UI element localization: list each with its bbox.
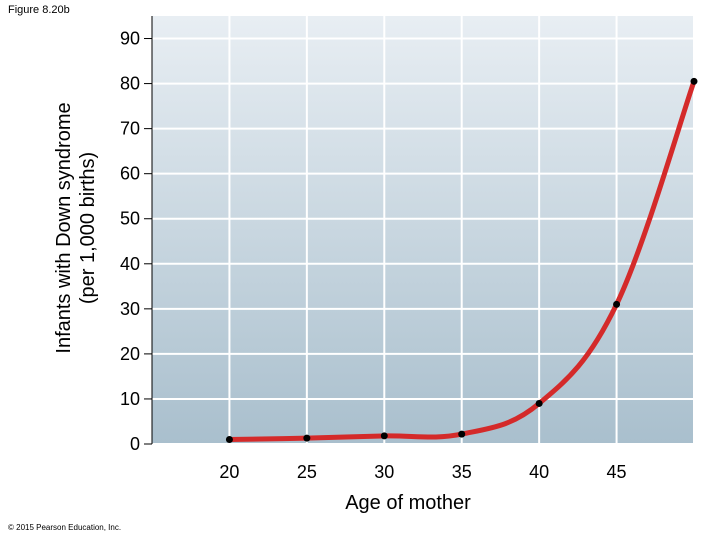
data-point-45 — [613, 300, 621, 308]
data-point-35 — [458, 430, 466, 438]
y-tick-label: 80 — [120, 74, 140, 94]
y-axis-ticks: 0 10 20 30 40 50 60 70 80 90 — [120, 29, 152, 454]
data-point-20 — [225, 435, 233, 443]
y-axis-title: Infants with Down syndrome (per 1,000 bi… — [53, 102, 99, 353]
y-tick-label: 30 — [120, 299, 140, 319]
y-tick-label: 20 — [120, 344, 140, 364]
y-tick-label: 40 — [120, 254, 140, 274]
y-tick-label: 90 — [120, 29, 140, 49]
x-tick-label: 25 — [297, 462, 317, 482]
data-point-50 — [690, 77, 698, 85]
data-points — [225, 77, 698, 443]
copyright-notice: © 2015 Pearson Education, Inc. — [8, 523, 122, 532]
data-point-40 — [535, 399, 543, 407]
y-axis-title-line-2: (per 1,000 births) — [77, 152, 99, 304]
gridlines — [152, 16, 695, 445]
data-point-30 — [380, 432, 388, 440]
x-tick-label: 30 — [374, 462, 394, 482]
x-tick-label: 20 — [219, 462, 239, 482]
x-tick-label: 40 — [529, 462, 549, 482]
x-axis-title: Age of mother — [345, 492, 471, 514]
data-point-25 — [303, 434, 311, 442]
y-tick-label: 50 — [120, 209, 140, 229]
y-tick-label: 60 — [120, 164, 140, 184]
figure-label: Figure 8.20b — [8, 4, 70, 16]
y-tick-label: 70 — [120, 119, 140, 139]
plot-area — [152, 16, 694, 444]
y-axis-title-line-1: Infants with Down syndrome — [53, 102, 75, 353]
x-tick-label: 35 — [452, 462, 472, 482]
series-line — [226, 78, 697, 442]
y-tick-label: 0 — [130, 434, 140, 454]
y-tick-label: 10 — [120, 389, 140, 409]
x-tick-label: 45 — [607, 462, 627, 482]
x-axis-ticks: 20 25 30 35 40 45 — [219, 462, 626, 482]
